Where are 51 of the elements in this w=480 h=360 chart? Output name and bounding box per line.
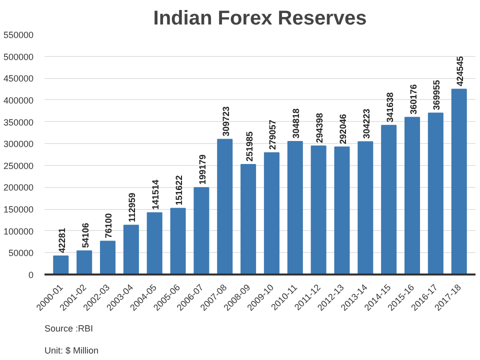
y-tick-label: 450000	[3, 74, 34, 84]
data-label: 424545	[455, 56, 466, 86]
text: Unit: $ Million	[44, 346, 99, 356]
data-label: 199179	[197, 154, 208, 185]
bar	[123, 224, 139, 274]
data-label: 304818	[291, 108, 302, 138]
y-tick-label: 300000	[3, 139, 34, 150]
y-tick-label: 400000	[3, 95, 34, 106]
bar	[381, 124, 397, 274]
bar	[287, 140, 303, 274]
data-label: 309723	[220, 106, 231, 136]
y-tick-label: 150000	[3, 204, 34, 215]
source-note: Source :RBI	[44, 324, 94, 334]
bar	[53, 256, 69, 274]
data-label: 369955	[432, 80, 442, 110]
y-tick-label: 350000	[3, 117, 34, 128]
data-label: 304223	[361, 108, 372, 139]
y-tick-label: 0	[28, 270, 34, 280]
chart-title: Indian Forex Reserves	[153, 8, 367, 30]
data-label: 360176	[408, 84, 418, 114]
bar	[146, 212, 162, 274]
bar	[217, 138, 233, 274]
data-label: 141514	[150, 180, 161, 210]
data-label: 294398	[314, 112, 325, 144]
data-label: 54106	[80, 222, 90, 248]
bar	[170, 208, 186, 274]
bar	[264, 152, 280, 274]
bar	[404, 116, 420, 274]
bar	[358, 141, 374, 274]
bar	[428, 112, 444, 274]
y-tick-label: 550000	[3, 30, 34, 40]
bar	[76, 250, 92, 274]
y-tick-label: 100000	[3, 226, 34, 236]
y-tick-label: 250000	[3, 160, 34, 171]
bar	[310, 146, 326, 274]
data-label: 341638	[384, 92, 395, 122]
bar	[451, 88, 467, 274]
y-tick-label: 50000	[8, 248, 34, 258]
bar	[100, 240, 116, 274]
data-label: 42281	[56, 228, 67, 254]
y-tick-label: 500000	[3, 52, 34, 62]
bar	[240, 164, 256, 274]
data-label: 151622	[174, 175, 184, 206]
bar	[334, 146, 350, 274]
data-label: 279057	[268, 120, 278, 150]
bar	[194, 187, 210, 274]
data-label: 76100	[104, 213, 114, 238]
y-tick-label: 200000	[3, 182, 34, 193]
data-label: 112959	[127, 192, 138, 222]
data-label: 251985	[244, 131, 254, 162]
data-label: 292046	[338, 114, 348, 144]
